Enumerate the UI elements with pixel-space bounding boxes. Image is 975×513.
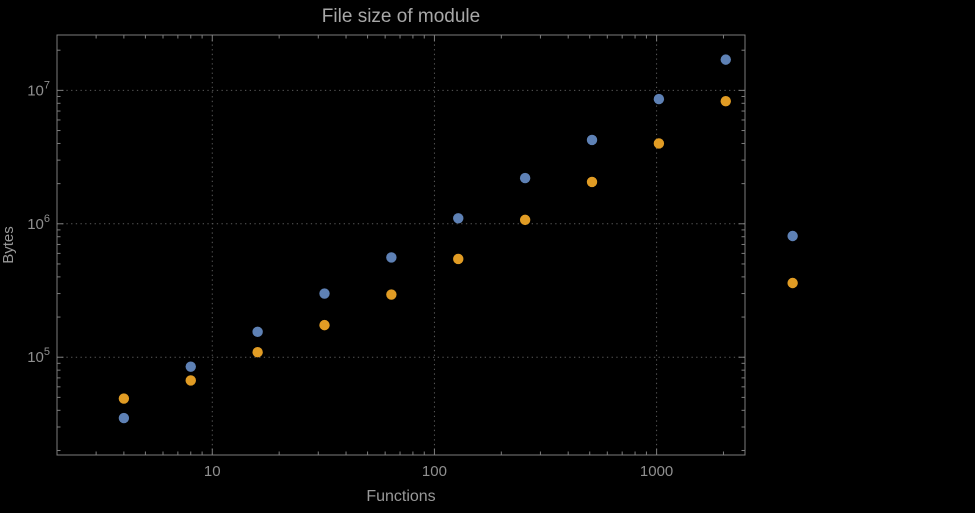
data-point-series1: [319, 288, 330, 299]
data-point-series1: [653, 93, 665, 105]
y-tick-label: 107: [27, 79, 50, 99]
chart-title: File size of module: [322, 6, 480, 27]
data-point-series1: [720, 54, 731, 65]
data-point-series1: [787, 230, 798, 242]
x-tick-label: 1000: [640, 463, 673, 480]
x-axis-label: Functions: [366, 488, 435, 505]
x-tick-label: 10: [204, 463, 221, 480]
x-tick-label: 100: [422, 463, 447, 480]
y-tick-label: 105: [27, 346, 50, 366]
data-point-series1: [586, 134, 598, 146]
data-point-series2: [653, 138, 665, 149]
data-point-series2: [118, 393, 130, 404]
plot-generated-layer: 10 100 1000 105 106 107: [27, 34, 798, 480]
data-point-series2: [252, 347, 263, 358]
data-point-series2: [720, 95, 731, 107]
data-point-series2: [519, 214, 531, 226]
data-point-series1: [453, 213, 464, 224]
data-point-series2: [386, 289, 397, 300]
data-point-series2: [319, 319, 330, 331]
plot-frame: [56, 34, 746, 456]
data-point-series2: [787, 277, 798, 289]
data-point-series1: [519, 172, 531, 184]
data-point-series2: [185, 375, 196, 386]
y-tick-label: 106: [27, 213, 50, 233]
data-point-series2: [453, 253, 464, 265]
data-point-series1: [118, 412, 130, 424]
y-axis-label: Bytes: [0, 226, 17, 264]
data-point-series1: [185, 361, 196, 372]
data-point-series1: [252, 326, 263, 338]
data-point-series2: [586, 176, 598, 188]
data-point-series1: [386, 252, 397, 263]
